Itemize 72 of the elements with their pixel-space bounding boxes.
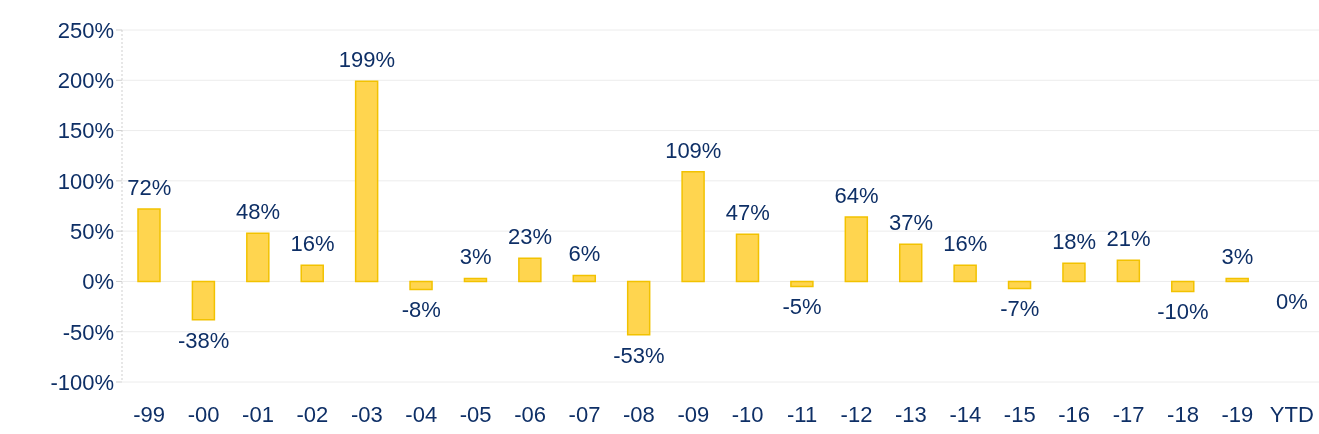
y-tick-label: 150% — [57, 118, 114, 144]
data-label: 199% — [338, 47, 395, 73]
x-tick-label: -01 — [242, 401, 274, 427]
x-tick-label: -11 — [787, 401, 818, 427]
x-tick-label: -13 — [895, 401, 927, 427]
bar — [1062, 262, 1086, 283]
x-tick-label: -12 — [840, 401, 873, 427]
bar — [1171, 280, 1195, 293]
y-tick-label: 50% — [69, 218, 114, 244]
bar — [626, 280, 651, 336]
data-label: -5% — [782, 294, 822, 320]
x-tick-label: -07 — [568, 401, 601, 427]
bar — [354, 80, 379, 283]
x-tick-label: -15 — [1003, 401, 1036, 427]
bar — [1225, 277, 1249, 283]
x-tick-label: -09 — [677, 401, 710, 427]
bar — [409, 280, 433, 291]
data-label: 16% — [290, 231, 335, 257]
data-label: 18% — [1052, 229, 1097, 255]
data-label: 64% — [834, 183, 879, 209]
bar — [191, 280, 216, 321]
data-label: 0% — [1275, 289, 1308, 315]
data-label: 16% — [943, 231, 988, 257]
bar — [735, 233, 760, 283]
data-label: -7% — [1000, 296, 1040, 322]
bar — [681, 171, 705, 283]
data-label: 23% — [508, 224, 553, 250]
x-tick-label: -18 — [1167, 401, 1199, 427]
y-tick-label: 100% — [57, 168, 114, 194]
data-label: -10% — [1157, 299, 1209, 325]
x-tick-label: -03 — [350, 401, 383, 427]
bar — [1007, 280, 1032, 290]
y-tick-label: -50% — [62, 319, 114, 345]
x-tick-label: -05 — [459, 401, 492, 427]
x-tick-label: YTD — [1269, 401, 1314, 427]
x-tick-label: -04 — [405, 401, 438, 427]
bar — [572, 274, 597, 283]
data-label: -38% — [177, 327, 230, 353]
x-tick-label: -16 — [1058, 401, 1091, 427]
bar — [898, 243, 923, 283]
y-tick-label: 250% — [57, 17, 114, 43]
bar — [518, 257, 542, 283]
bar — [844, 216, 869, 283]
y-tick-label: 200% — [57, 68, 114, 94]
x-tick-label: -06 — [514, 401, 546, 427]
data-label: 48% — [236, 199, 281, 225]
x-tick-label: -19 — [1221, 401, 1254, 427]
data-label: 47% — [725, 200, 770, 226]
y-tick-label: -100% — [50, 369, 114, 395]
bar — [137, 208, 161, 283]
bar — [246, 232, 270, 283]
x-tick-label: -00 — [187, 401, 220, 427]
data-label: 6% — [568, 241, 601, 267]
bar — [953, 264, 977, 283]
data-label: 21% — [1106, 226, 1151, 252]
x-tick-label: -99 — [133, 401, 166, 427]
bar — [300, 264, 324, 283]
bar — [1116, 259, 1141, 283]
x-tick-label: -17 — [1112, 401, 1145, 427]
x-tick-label: -08 — [622, 401, 655, 427]
data-label: 109% — [665, 137, 722, 163]
y-tick-label: 0% — [82, 269, 114, 295]
x-tick-label: -10 — [731, 401, 764, 427]
data-label: 3% — [459, 244, 492, 270]
data-label: 3% — [1221, 244, 1254, 270]
x-tick-label: -14 — [949, 401, 982, 427]
data-label: -53% — [613, 342, 665, 368]
data-label: 37% — [888, 210, 933, 236]
data-label: -8% — [401, 297, 441, 323]
bar — [790, 280, 814, 288]
x-tick-label: -02 — [296, 401, 329, 427]
data-label: 72% — [127, 175, 172, 201]
